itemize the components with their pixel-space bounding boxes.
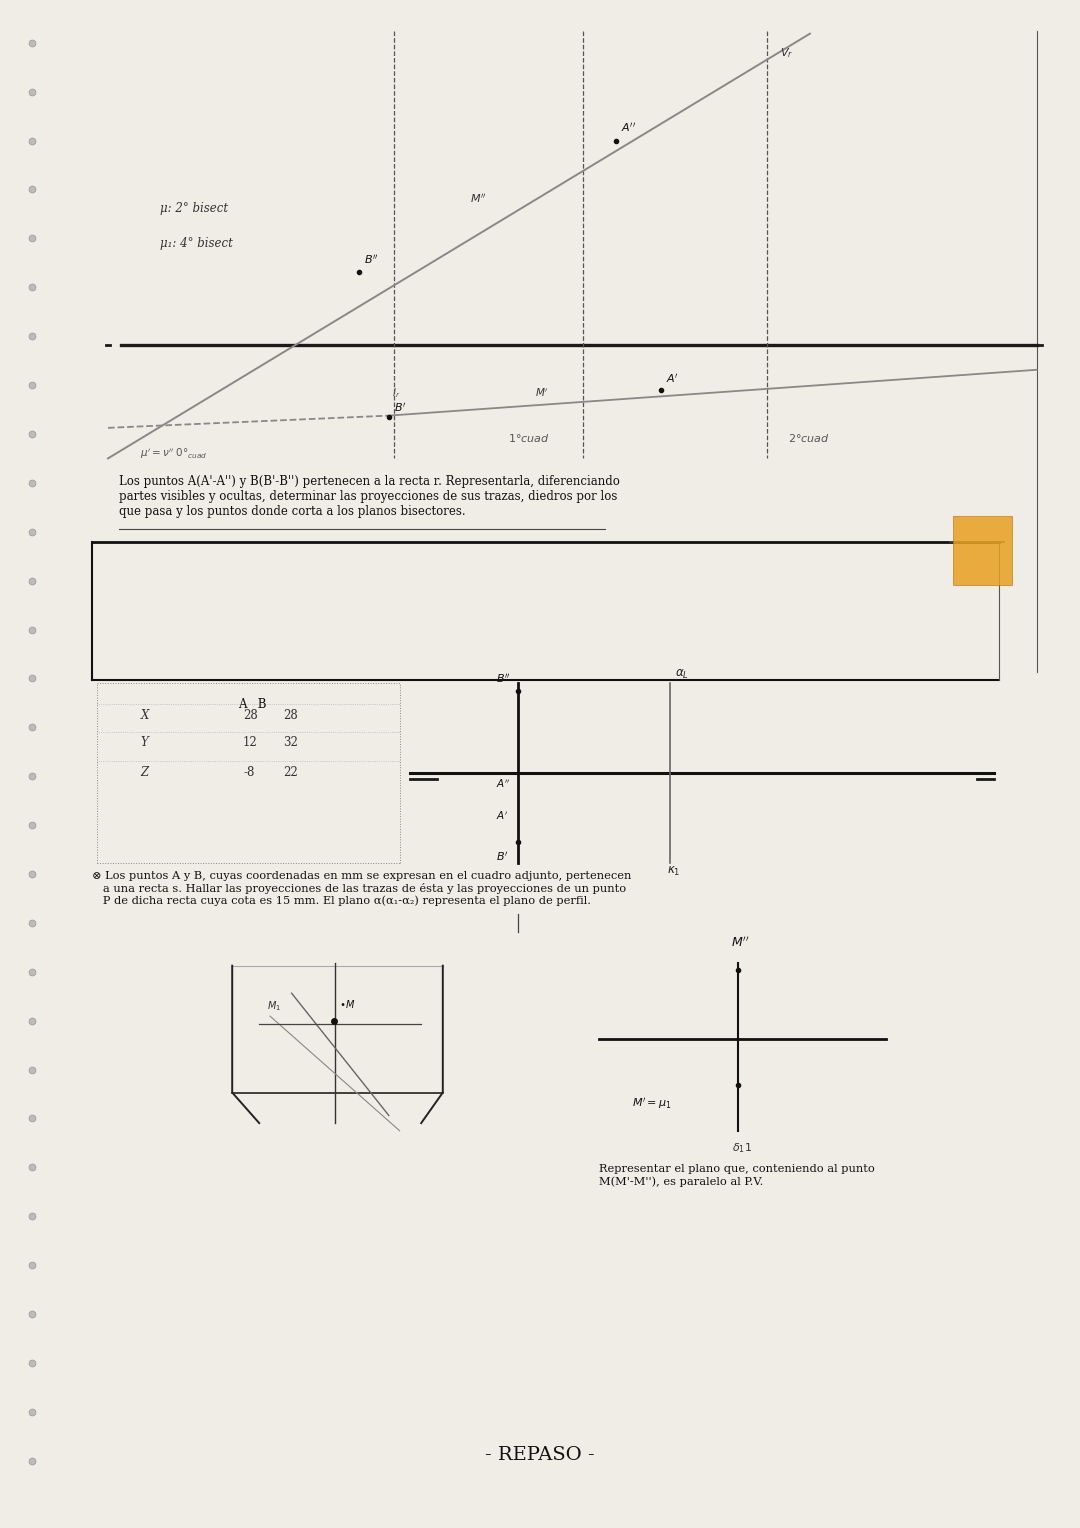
Text: $M''$: $M''$ [470, 191, 486, 205]
Text: $M'$: $M'$ [535, 387, 549, 399]
Text: $\delta_1 1$: $\delta_1 1$ [732, 1141, 753, 1155]
Text: $\alpha_L$: $\alpha_L$ [675, 668, 689, 681]
Text: X: X [140, 709, 149, 723]
Text: $\kappa_1$: $\kappa_1$ [667, 865, 680, 879]
Text: $A'$: $A'$ [496, 810, 508, 822]
Text: $A''$: $A''$ [496, 778, 510, 790]
Text: $B'$: $B'$ [496, 850, 509, 863]
Text: -8: -8 [243, 766, 255, 779]
Text: $M'=\mu_1$: $M'=\mu_1$ [632, 1096, 672, 1111]
Text: - REPASO -: - REPASO - [485, 1445, 595, 1464]
Text: Z: Z [140, 766, 149, 779]
Text: 12: 12 [243, 736, 258, 750]
Text: $A''$: $A''$ [621, 121, 636, 134]
Text: $B'$: $B'$ [394, 400, 407, 414]
Text: 22: 22 [283, 766, 298, 779]
Text: μ: 2° bisect: μ: 2° bisect [160, 202, 228, 215]
Text: Los puntos A(A'-A'') y B(B'-B'') pertenecen a la recta r. Representarla, diferen: Los puntos A(A'-A'') y B(B'-B'') pertene… [119, 475, 620, 518]
Text: 32: 32 [283, 736, 298, 750]
Text: $M_1$: $M_1$ [267, 999, 281, 1013]
Text: Representar el plano que, conteniendo al punto
M(M'-M''), es paralelo al P.V.: Representar el plano que, conteniendo al… [599, 1164, 875, 1187]
Text: μ₁: 4° bisect: μ₁: 4° bisect [160, 237, 232, 251]
Bar [953, 516, 1012, 585]
Text: 28: 28 [243, 709, 258, 723]
Text: $I_r$: $I_r$ [392, 387, 401, 400]
Text: $\bullet M$: $\bullet M$ [339, 998, 355, 1010]
Text: Y: Y [140, 736, 148, 750]
Text: $A'$: $A'$ [666, 371, 679, 385]
Text: $M''$: $M''$ [731, 937, 750, 950]
Text: ⊗ Los puntos A y B, cuyas coordenadas en mm se expresan en el cuadro adjunto, pe: ⊗ Los puntos A y B, cuyas coordenadas en… [92, 871, 631, 906]
Text: $V_r$: $V_r$ [780, 46, 793, 60]
Text: $B''$: $B''$ [496, 671, 510, 685]
Text: A   B: A B [238, 698, 266, 712]
Text: $B''$: $B''$ [364, 252, 378, 266]
Text: $\mu'=\nu''\; 0°_{cuad}$: $\mu'=\nu''\; 0°_{cuad}$ [140, 446, 207, 460]
Text: $2°cuad$: $2°cuad$ [788, 432, 831, 445]
Text: $1°cuad$: $1°cuad$ [508, 432, 550, 445]
Text: 28: 28 [283, 709, 298, 723]
